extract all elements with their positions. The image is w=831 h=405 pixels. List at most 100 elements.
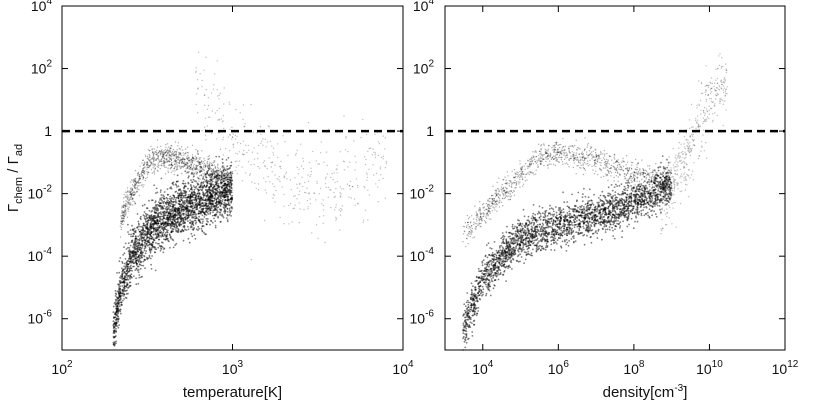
data-point <box>202 218 204 221</box>
data-point <box>137 244 140 247</box>
data-point <box>168 164 171 166</box>
data-point <box>325 186 327 188</box>
data-point <box>130 193 132 196</box>
data-point <box>224 212 226 215</box>
data-point <box>132 265 134 268</box>
data-point <box>174 199 177 201</box>
data-point <box>162 212 165 214</box>
data-point <box>229 103 231 105</box>
data-point <box>162 230 165 232</box>
data-point <box>123 220 126 223</box>
data-point <box>566 201 569 203</box>
data-point <box>264 138 266 140</box>
data-point <box>137 255 140 257</box>
data-point <box>154 237 157 240</box>
data-point <box>205 165 207 167</box>
data-point <box>169 246 171 249</box>
data-point <box>321 203 323 205</box>
data-point <box>298 168 300 171</box>
data-point <box>263 160 266 162</box>
data-point <box>195 195 198 198</box>
data-point <box>336 168 338 170</box>
data-point <box>307 174 309 176</box>
data-point <box>129 229 132 232</box>
data-point <box>315 199 317 201</box>
data-point <box>229 128 231 131</box>
data-point <box>193 219 196 222</box>
data-point <box>384 197 386 199</box>
data-point <box>209 161 211 163</box>
data-point <box>276 143 279 145</box>
data-point <box>339 214 342 216</box>
data-point <box>186 198 188 201</box>
data-point <box>499 249 502 252</box>
data-point <box>208 155 210 157</box>
data-point <box>124 196 127 198</box>
data-point <box>157 222 159 225</box>
data-point <box>171 161 173 164</box>
data-point <box>210 175 212 178</box>
data-point <box>152 163 154 165</box>
data-point <box>331 173 333 175</box>
data-point <box>377 154 379 157</box>
data-point <box>211 221 214 224</box>
data-point <box>179 230 182 233</box>
data-point <box>115 303 117 306</box>
data-point <box>201 222 204 225</box>
data-point <box>207 174 210 176</box>
data-point <box>465 301 468 304</box>
data-point <box>167 171 170 174</box>
data-point <box>283 193 285 196</box>
data-point <box>252 131 254 133</box>
data-point <box>154 164 156 166</box>
data-point <box>294 204 296 206</box>
data-point <box>364 163 367 166</box>
data-point <box>192 178 195 181</box>
data-point <box>220 220 222 223</box>
data-point <box>143 223 145 225</box>
data-point <box>217 173 220 175</box>
data-point <box>136 238 139 241</box>
data-point <box>136 186 138 189</box>
data-point <box>222 195 224 198</box>
data-point <box>225 179 227 181</box>
data-point <box>221 189 223 191</box>
data-point <box>206 108 209 111</box>
data-point <box>206 125 209 127</box>
data-point <box>163 150 165 152</box>
data-point <box>582 225 584 228</box>
data-point <box>149 154 151 157</box>
data-point <box>136 172 139 175</box>
data-point <box>147 244 150 247</box>
data-point <box>130 273 133 276</box>
data-point <box>137 242 139 245</box>
data-point <box>226 169 229 171</box>
data-point <box>170 158 173 160</box>
data-point <box>192 203 195 206</box>
data-point <box>517 239 520 242</box>
data-point <box>142 175 144 178</box>
data-point <box>188 160 190 162</box>
data-point <box>171 227 174 230</box>
data-point <box>257 144 260 147</box>
data-point <box>312 150 314 153</box>
data-point <box>200 166 202 168</box>
data-point <box>196 167 198 169</box>
data-point <box>150 235 153 238</box>
data-point <box>146 235 149 238</box>
data-point <box>357 203 359 205</box>
data-point <box>246 151 248 154</box>
data-point <box>223 103 225 105</box>
data-point <box>198 227 201 230</box>
data-point <box>283 223 285 225</box>
data-point <box>296 166 298 168</box>
data-point <box>274 164 276 166</box>
data-point <box>231 179 234 181</box>
data-point <box>159 249 162 252</box>
data-point <box>153 215 156 218</box>
data-point <box>349 188 352 190</box>
data-point <box>137 282 140 285</box>
data-point <box>205 176 207 178</box>
data-point <box>177 197 180 200</box>
data-point <box>200 184 203 187</box>
